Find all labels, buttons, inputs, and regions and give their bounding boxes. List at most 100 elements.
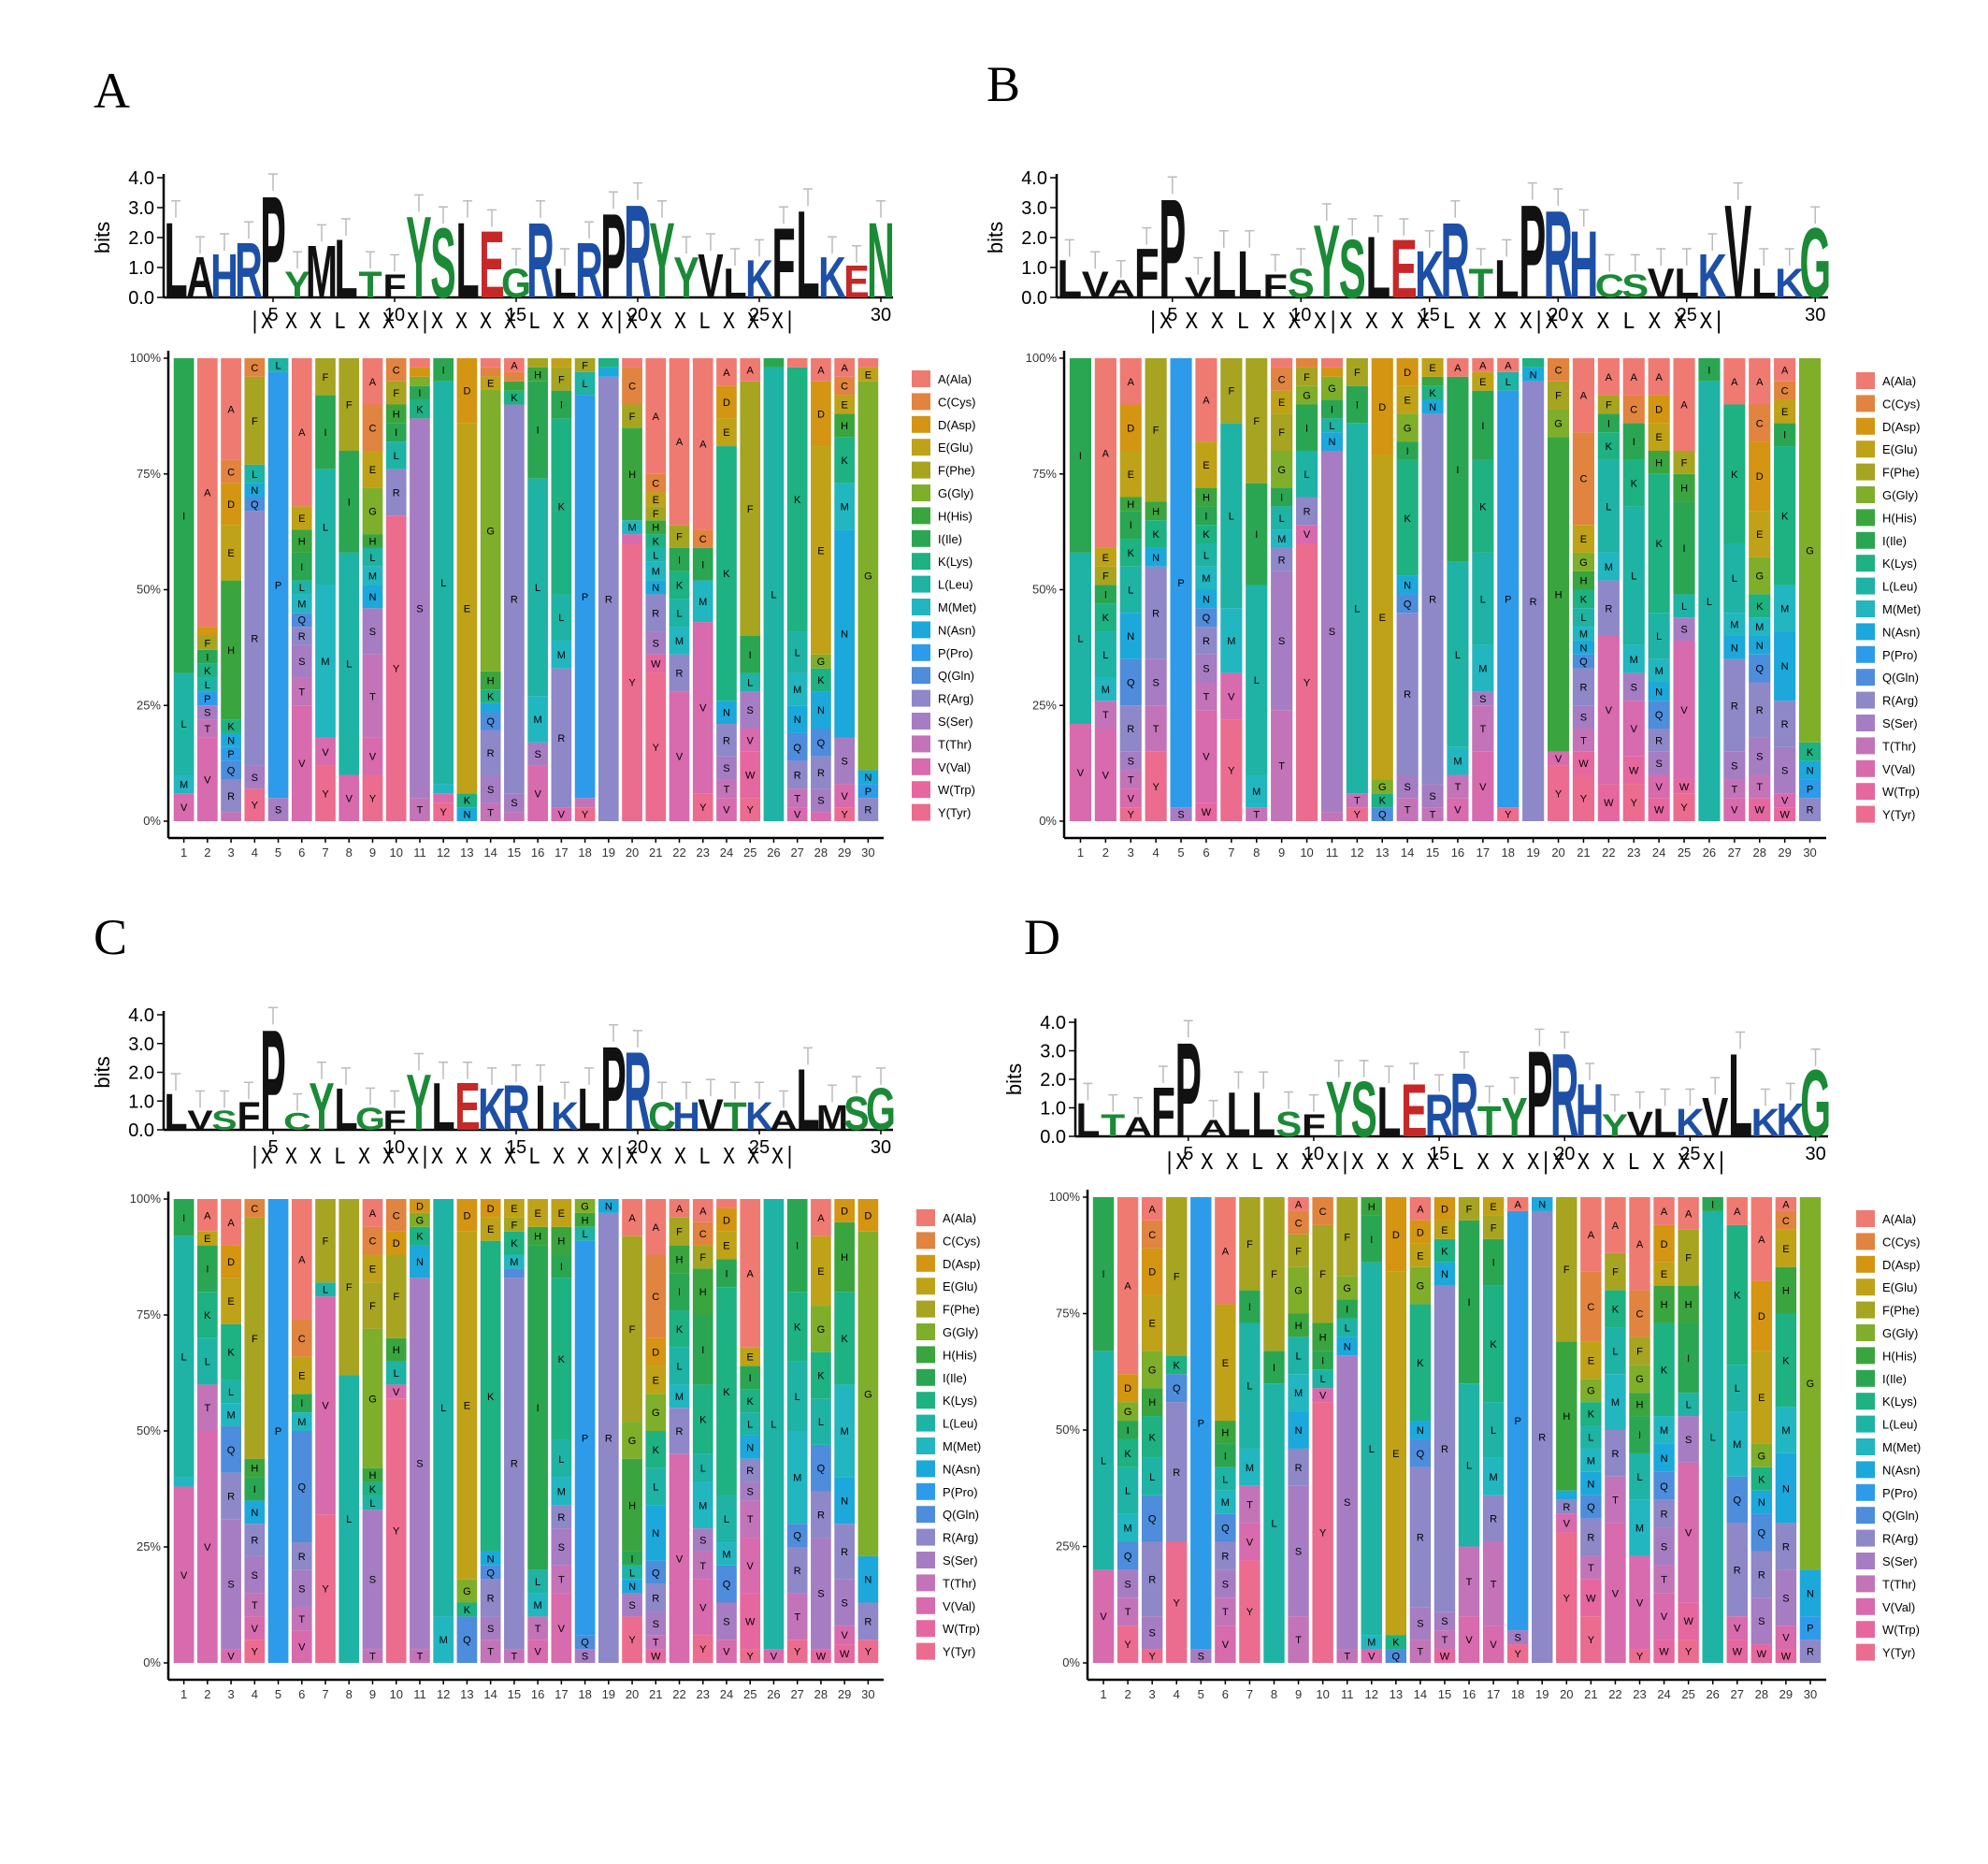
logo-letter: A bbox=[770, 1105, 798, 1136]
bar-segment-label: R bbox=[1579, 682, 1587, 693]
bar-segment bbox=[410, 1245, 430, 1279]
bar-segment bbox=[1497, 358, 1520, 372]
bar-segment-label: R bbox=[393, 488, 400, 499]
bar-segment bbox=[1798, 742, 1822, 761]
bar-segment bbox=[1346, 385, 1368, 424]
bar-segment bbox=[527, 1640, 548, 1663]
bar-segment bbox=[433, 358, 454, 382]
bar-segment-label: H bbox=[1148, 1397, 1156, 1409]
legend-swatch bbox=[1856, 555, 1875, 572]
bar-segment bbox=[385, 358, 407, 382]
bar-segment bbox=[291, 627, 312, 645]
bar-segment bbox=[1409, 1220, 1432, 1244]
bar-segment bbox=[786, 367, 808, 632]
bar-segment bbox=[527, 1569, 548, 1594]
bar-segment-label: H bbox=[557, 1236, 565, 1248]
bar-segment bbox=[645, 473, 667, 493]
bar-segment bbox=[551, 1226, 572, 1255]
bar-segment bbox=[1653, 1285, 1675, 1323]
bar-x-tick-label: 8 bbox=[346, 845, 353, 860]
bar-segment-label: G bbox=[1343, 1283, 1351, 1294]
bar-segment bbox=[1749, 358, 1771, 405]
bar-segment bbox=[786, 1593, 808, 1640]
bar-segment-label: S bbox=[1198, 1652, 1204, 1663]
bar-segment-label: Y bbox=[1128, 810, 1135, 821]
bar-segment bbox=[622, 1593, 642, 1617]
logo-letter: L bbox=[1728, 1030, 1752, 1163]
bar-segment bbox=[291, 1431, 312, 1543]
bar-segment-label: F bbox=[323, 372, 329, 383]
legend-swatch bbox=[1856, 1597, 1875, 1615]
legend-label: K(Lys) bbox=[1882, 1394, 1917, 1409]
bar-segment bbox=[834, 413, 856, 438]
bar-segment-label: R bbox=[605, 594, 612, 605]
bar-segment-label: I bbox=[1305, 423, 1308, 434]
legend-swatch bbox=[1856, 1255, 1875, 1273]
bar-segment bbox=[456, 1579, 478, 1603]
bar-segment bbox=[221, 1278, 241, 1324]
legend-label: E(Glu) bbox=[1882, 442, 1918, 456]
bar-segment-label: V bbox=[676, 1553, 684, 1565]
logo-letter: H bbox=[210, 241, 238, 311]
bar-segment bbox=[221, 1426, 241, 1473]
bar-segment bbox=[645, 506, 667, 521]
bar-segment bbox=[1263, 1351, 1285, 1384]
bar-segment bbox=[1385, 1635, 1407, 1650]
bar-segment-label: V bbox=[1563, 1519, 1571, 1530]
bar-segment bbox=[527, 381, 548, 479]
bar-segment-label: V bbox=[322, 1401, 329, 1412]
bar-segment-label: N bbox=[1782, 1483, 1790, 1495]
bar-segment bbox=[811, 654, 831, 669]
bar-segment bbox=[811, 812, 831, 821]
legend-label: I(Ile) bbox=[1882, 1372, 1907, 1386]
bar-segment-label: Y bbox=[322, 1584, 329, 1596]
bar-segment bbox=[1336, 1299, 1358, 1319]
bar-segment-label: R bbox=[298, 631, 306, 643]
bar-segment-label: Y bbox=[1563, 1593, 1571, 1604]
bar-segment bbox=[1774, 423, 1796, 447]
bar-segment bbox=[480, 689, 501, 703]
bar-segment-label: I bbox=[1370, 1235, 1373, 1246]
bar-segment bbox=[1361, 1635, 1382, 1650]
bar-segment-label: S bbox=[558, 1542, 565, 1553]
bar-segment-label: E bbox=[1580, 534, 1587, 545]
bar-segment-label: F bbox=[676, 532, 683, 543]
bar-segment-label: G bbox=[864, 1389, 872, 1400]
bar-segment bbox=[645, 594, 667, 632]
bar-segment bbox=[1482, 1495, 1505, 1542]
bar-segment-label: G bbox=[1124, 1407, 1132, 1418]
logo-x-tick-label: 10 bbox=[384, 305, 405, 325]
bar-segment bbox=[196, 1245, 218, 1293]
bar-x-tick-label: 5 bbox=[275, 1687, 281, 1701]
bar-segment bbox=[1246, 774, 1268, 808]
bar-segment-label: Y bbox=[1588, 1635, 1595, 1646]
bar-segment bbox=[267, 798, 289, 821]
bar-segment bbox=[1482, 1197, 1505, 1216]
bar-segment bbox=[527, 1593, 548, 1617]
logo-y-tick-label: 1.0 bbox=[1021, 258, 1047, 279]
bar-segment-label: K bbox=[699, 1415, 707, 1426]
bar-segment-label: V bbox=[298, 759, 306, 770]
bar-segment bbox=[1629, 1452, 1650, 1500]
bar-segment-label: G bbox=[1294, 1286, 1303, 1297]
bar-segment bbox=[385, 469, 407, 516]
bar-segment bbox=[740, 1500, 761, 1539]
bar-segment bbox=[1775, 1523, 1797, 1570]
bar-segment-label: N bbox=[605, 1201, 612, 1212]
bar-segment-label: I bbox=[701, 559, 704, 571]
bar-segment-label: A bbox=[1505, 360, 1512, 371]
legend-label: I(Ile) bbox=[938, 532, 962, 546]
bar-segment-label: M bbox=[1124, 1524, 1132, 1535]
bar-segment-label: C bbox=[298, 1334, 306, 1345]
bar-segment bbox=[196, 1431, 218, 1663]
bar-segment-label: C bbox=[1319, 1207, 1327, 1218]
bar-y-tick-label: 25% bbox=[137, 1539, 161, 1553]
bar-segment bbox=[1605, 1197, 1626, 1253]
panel-letter: C bbox=[94, 909, 127, 965]
bar-segment-label: M bbox=[297, 1417, 306, 1428]
bar-segment bbox=[1678, 1229, 1699, 1286]
bar-segment-label: M bbox=[841, 1426, 849, 1438]
bar-segment-label: D bbox=[723, 1215, 730, 1226]
bar-segment bbox=[267, 371, 289, 799]
legend-label: S(Ser) bbox=[938, 715, 973, 729]
